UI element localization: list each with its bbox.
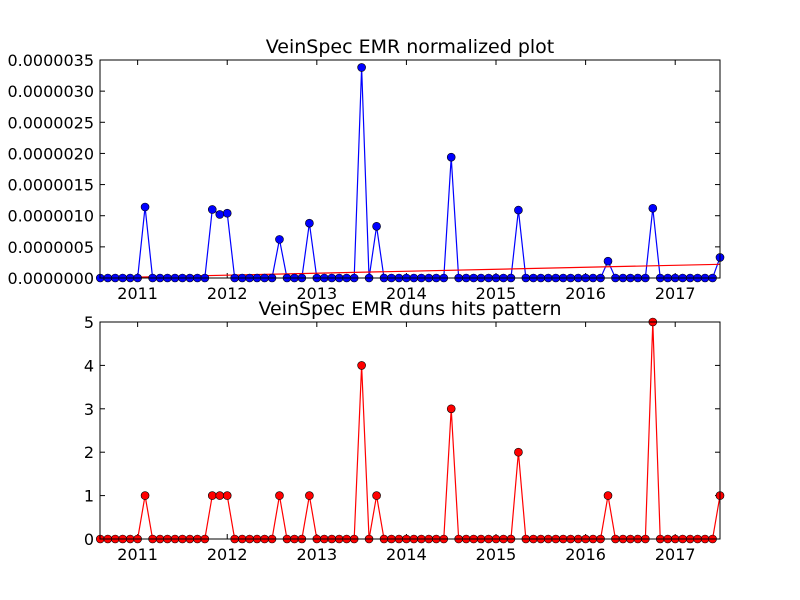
top-chart: VeinSpec EMR normalized plot 0.00000000.…	[7, 36, 725, 303]
y-tick-label: 0.0000010	[7, 207, 94, 226]
data-point	[648, 203, 658, 213]
data-point	[446, 152, 456, 162]
data-point	[372, 222, 381, 231]
data-point	[207, 205, 217, 214]
y-tick-label: 0.0000015	[7, 176, 94, 195]
x-tick-label: 2013	[296, 284, 337, 303]
top-chart-title: VeinSpec EMR normalized plot	[266, 36, 555, 58]
y-tick-label: 0	[84, 530, 94, 549]
data-point	[603, 256, 613, 266]
x-tick-label: 2017	[655, 545, 696, 564]
data-point	[215, 210, 225, 219]
top-chart-frame	[99, 59, 721, 279]
bottom-chart: VeinSpec EMR duns hits pattern 0 1 2 3 4 5 201…	[84, 298, 725, 564]
data-point	[207, 491, 217, 500]
y-tick-label: 0.0000035	[7, 51, 94, 70]
y-tick-label: 0.0000005	[7, 238, 94, 257]
data-point	[305, 491, 314, 500]
y-tick-label: 0.0000000	[7, 269, 94, 288]
data-point	[222, 208, 232, 218]
x-tick-label: 2012	[207, 284, 248, 303]
x-tick-label: 2012	[207, 545, 248, 564]
x-tick-label: 2016	[565, 545, 606, 564]
data-point	[275, 235, 284, 244]
bottom-chart-frame	[99, 321, 721, 540]
x-tick-label: 2011	[117, 284, 158, 303]
x-tick-label: 2014	[386, 545, 427, 564]
top-chart-data	[95, 63, 725, 283]
y-tick-label: 5	[84, 313, 94, 332]
data-point	[357, 63, 366, 72]
data-point	[275, 491, 284, 500]
data-point	[357, 361, 366, 370]
data-point	[140, 202, 150, 212]
data-point	[215, 491, 225, 500]
data-point	[372, 491, 381, 500]
data-point	[222, 491, 232, 500]
x-tick-label: 2015	[476, 284, 517, 303]
data-point	[603, 491, 613, 500]
data-point	[446, 404, 456, 414]
x-tick-label: 2014	[386, 284, 427, 303]
x-tick-label: 2015	[476, 545, 517, 564]
y-tick-label: 0.0000030	[7, 82, 94, 101]
y-tick-label: 1	[84, 487, 94, 506]
series-line	[100, 321, 721, 540]
bottom-chart-title: VeinSpec EMR duns hits pattern	[258, 298, 561, 320]
y-tick-label: 3	[84, 400, 94, 419]
data-point	[514, 205, 523, 215]
x-tick-label: 2013	[296, 545, 337, 564]
bottom-chart-ticks: 0 1 2 3 4 5 2011 2012 2013 2014 2015 2016 2017	[84, 313, 720, 564]
data-point	[305, 218, 314, 228]
data-point	[140, 491, 150, 500]
y-tick-label: 0.0000025	[7, 113, 94, 132]
y-tick-label: 0.0000020	[7, 144, 94, 163]
x-tick-label: 2017	[655, 284, 696, 303]
top-chart-ticks: 0.0000000 0.0000005 0.0000010 0.0000015 0.00…	[7, 51, 720, 303]
data-point	[514, 447, 523, 457]
x-tick-label: 2016	[565, 284, 606, 303]
bottom-chart-data	[95, 317, 725, 544]
x-tick-label: 2011	[117, 545, 158, 564]
series-line	[100, 67, 721, 279]
y-tick-label: 4	[84, 356, 94, 375]
y-tick-label: 2	[84, 443, 94, 462]
